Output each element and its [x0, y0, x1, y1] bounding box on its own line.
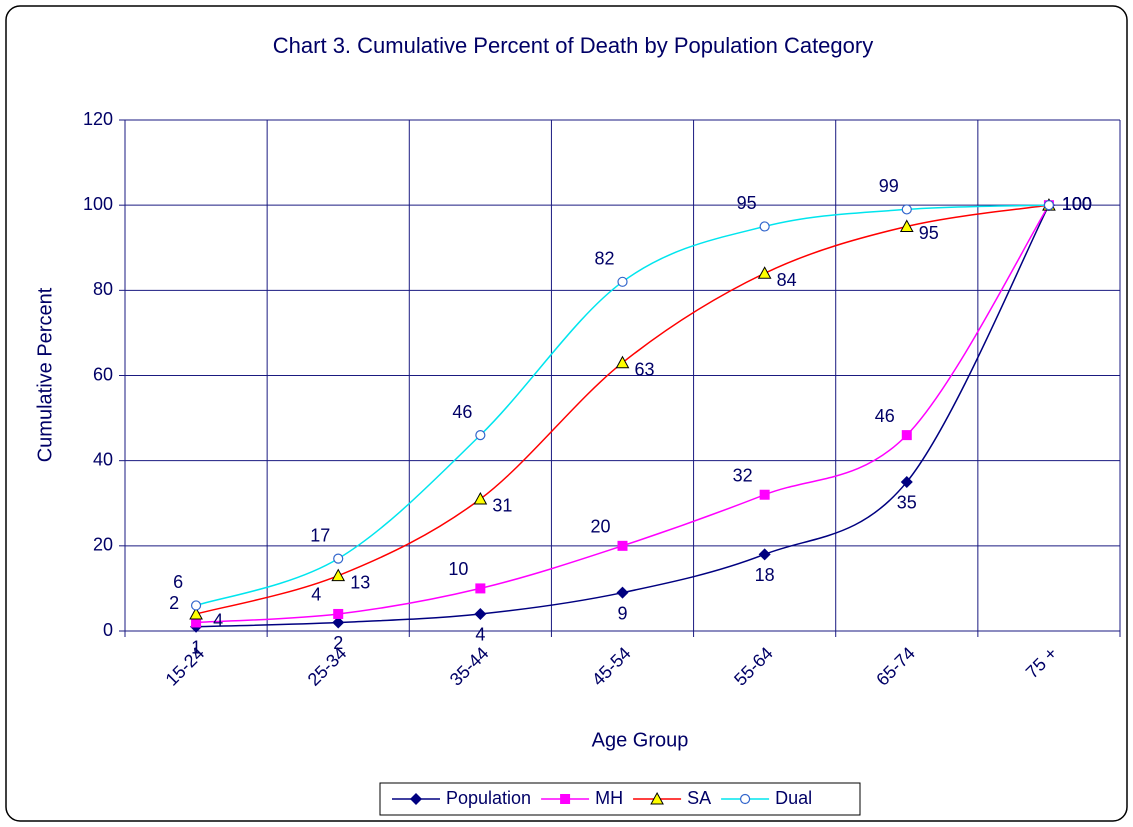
data-label: 1 [191, 637, 201, 657]
data-label: 82 [594, 249, 614, 269]
chart-title: Chart 3. Cumulative Percent of Death by … [273, 33, 873, 58]
legend-marker [410, 793, 422, 805]
data-label: 2 [169, 593, 179, 613]
marker [475, 583, 486, 594]
y-tick-label: 20 [93, 535, 113, 555]
data-label: 17 [310, 525, 330, 545]
data-label: 9 [617, 603, 627, 623]
data-label: 46 [452, 402, 472, 422]
legend-label: MH [595, 788, 623, 808]
series-line [196, 204, 1050, 628]
marker [333, 553, 344, 564]
marker [615, 355, 630, 369]
legend-label: SA [687, 788, 711, 808]
marker [616, 586, 629, 599]
data-label: 31 [492, 496, 512, 516]
marker [617, 276, 628, 287]
marker [191, 617, 202, 628]
legend-marker [650, 791, 664, 805]
marker [757, 266, 772, 279]
marker [901, 430, 912, 441]
data-label: 4 [311, 585, 321, 605]
y-tick-label: 60 [93, 364, 113, 384]
marker [189, 606, 203, 620]
y-tick-label: 0 [103, 620, 113, 640]
legend-label: Population [446, 788, 531, 808]
data-label: 63 [634, 359, 654, 379]
legend-marker [560, 794, 571, 804]
marker [331, 568, 346, 582]
marker [1043, 200, 1055, 211]
data-label: 18 [755, 565, 775, 585]
legend [379, 782, 861, 816]
marker [474, 607, 487, 620]
data-label: 100 [1062, 194, 1092, 214]
y-tick-label: 120 [83, 109, 113, 129]
data-label: 99 [879, 176, 899, 196]
data-label: 46 [875, 406, 895, 426]
data-label: 35 [897, 493, 917, 513]
marker [759, 221, 770, 232]
data-label: 4 [213, 611, 223, 631]
y-axis-label: Cumulative Percent [34, 287, 56, 462]
data-label: 20 [590, 517, 610, 537]
marker [759, 489, 770, 500]
marker [333, 608, 344, 619]
marker [900, 475, 913, 488]
series-line [196, 204, 1050, 624]
data-label: 13 [350, 572, 370, 592]
y-tick-label: 80 [93, 279, 113, 299]
data-label: 4 [475, 625, 485, 645]
data-label: 100 [1062, 194, 1092, 214]
y-tick-label: 40 [93, 449, 113, 469]
data-label: 6 [173, 572, 183, 592]
data-label: 32 [733, 465, 753, 485]
marker [190, 600, 202, 611]
marker [473, 491, 488, 505]
legend-label: Dual [775, 788, 812, 808]
data-label: 100 [1062, 194, 1092, 214]
data-label: 10 [448, 559, 468, 579]
data-label: 84 [777, 270, 797, 290]
data-label: 95 [737, 193, 757, 213]
marker [899, 219, 914, 232]
x-axis-label: Age Group [592, 729, 689, 751]
data-label: 2 [333, 633, 343, 653]
data-label: 95 [919, 223, 939, 243]
data-label: 100 [1062, 194, 1092, 214]
marker [475, 430, 486, 441]
legend-marker [739, 793, 751, 805]
marker [758, 548, 771, 561]
y-tick-label: 100 [83, 194, 113, 214]
marker [617, 540, 628, 551]
marker [332, 616, 345, 629]
marker [901, 204, 912, 215]
